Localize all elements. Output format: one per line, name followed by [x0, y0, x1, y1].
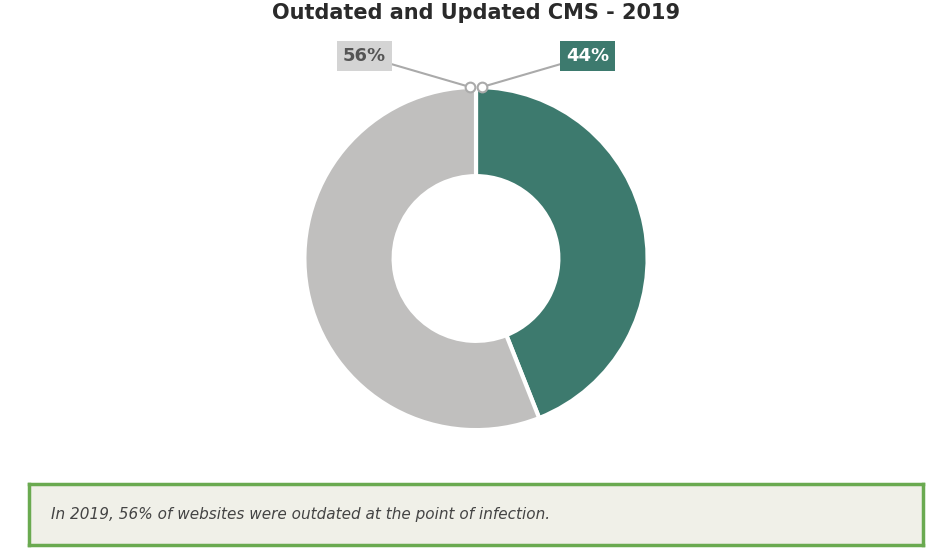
- Title: Outdated and Updated CMS - 2019: Outdated and Updated CMS - 2019: [272, 3, 680, 23]
- Text: In 2019, 56% of websites were outdated at the point of infection.: In 2019, 56% of websites were outdated a…: [51, 507, 550, 522]
- Text: 44%: 44%: [566, 47, 609, 65]
- Legend: Outdated, Updated: Outdated, Updated: [359, 490, 593, 508]
- Text: 56%: 56%: [343, 47, 386, 65]
- Wedge shape: [305, 87, 539, 430]
- Wedge shape: [476, 87, 647, 418]
